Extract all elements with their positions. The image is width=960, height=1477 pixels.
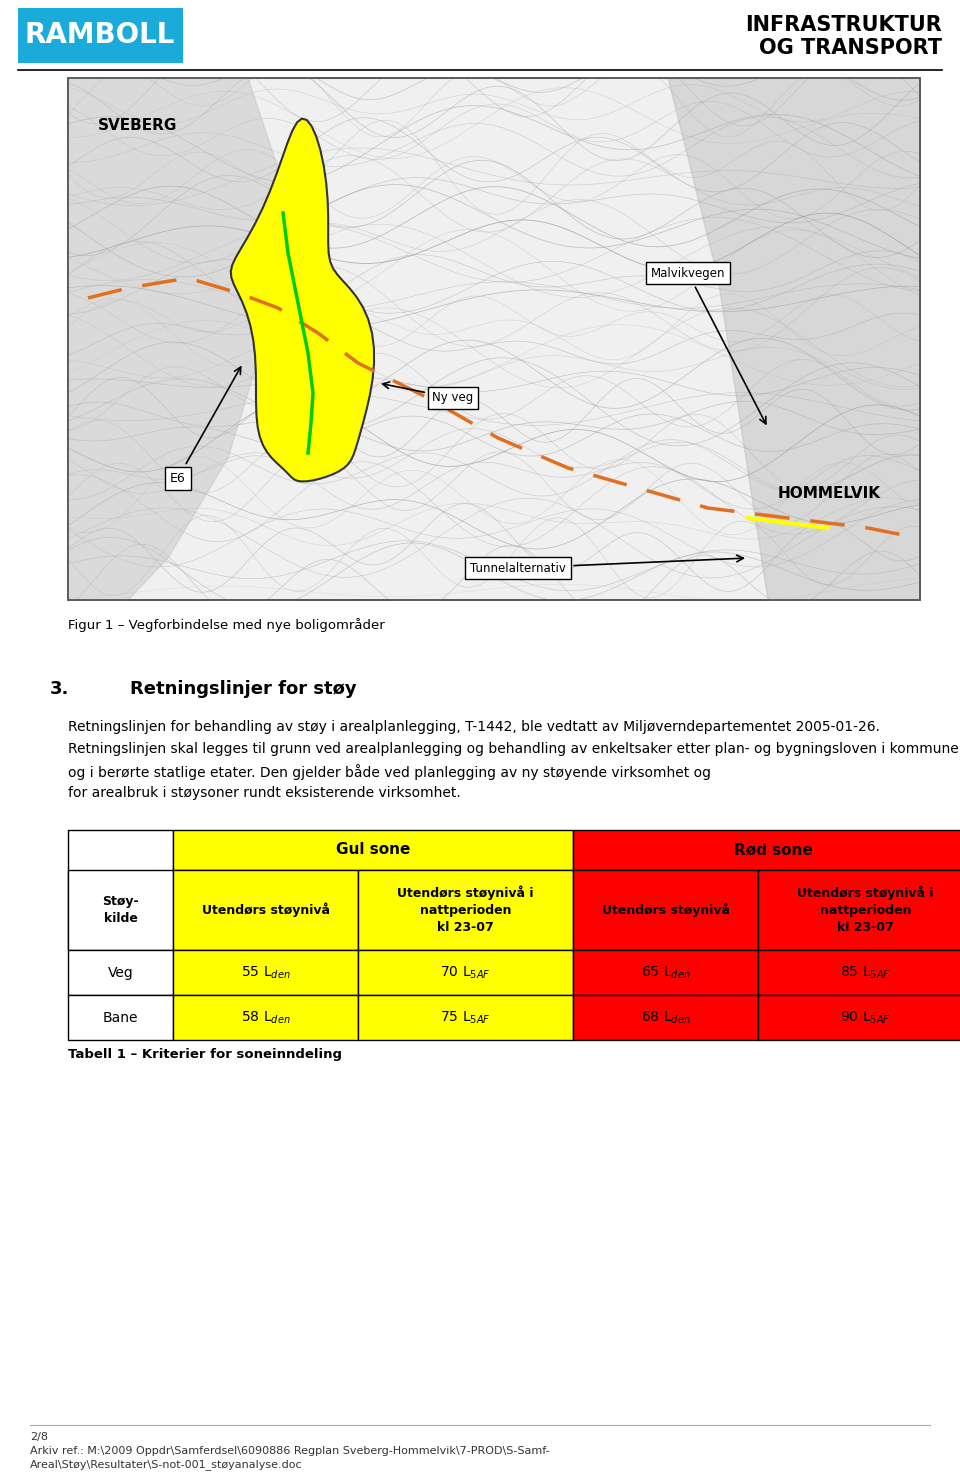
Bar xyxy=(18,7,183,64)
Text: 68 L$_{den}$: 68 L$_{den}$ xyxy=(640,1009,690,1025)
Text: 58 L$_{den}$: 58 L$_{den}$ xyxy=(241,1009,290,1025)
Text: Tunnelalternativ: Tunnelalternativ xyxy=(470,555,743,575)
Text: 65 L$_{den}$: 65 L$_{den}$ xyxy=(640,964,690,981)
Text: Retningslinjen for behandling av støy i arealplanlegging, T-1442, ble vedtatt av: Retningslinjen for behandling av støy i … xyxy=(68,719,880,734)
Bar xyxy=(358,870,573,950)
Bar xyxy=(573,830,960,870)
Text: Utendørs støynivå: Utendørs støynivå xyxy=(602,902,730,917)
Bar xyxy=(758,995,960,1040)
Bar xyxy=(573,950,758,995)
Bar xyxy=(68,78,920,600)
Bar xyxy=(173,950,358,995)
Bar xyxy=(758,950,960,995)
Bar xyxy=(358,950,573,995)
Text: og i berørte statlige etater. Den gjelder både ved planlegging av ny støyende vi: og i berørte statlige etater. Den gjelde… xyxy=(68,764,711,780)
Bar xyxy=(573,995,758,1040)
Text: for arealbruk i støysoner rundt eksisterende virksomhet.: for arealbruk i støysoner rundt eksister… xyxy=(68,786,461,801)
Text: 85 L$_{5AF}$: 85 L$_{5AF}$ xyxy=(840,964,891,981)
Text: 3.: 3. xyxy=(50,679,69,699)
Text: 55 L$_{den}$: 55 L$_{den}$ xyxy=(241,964,290,981)
Bar xyxy=(358,995,573,1040)
Text: Tabell 1 – Kriterier for soneinndeling: Tabell 1 – Kriterier for soneinndeling xyxy=(68,1049,342,1060)
Text: Veg: Veg xyxy=(108,966,133,979)
Bar xyxy=(173,870,358,950)
Text: 75 L$_{5AF}$: 75 L$_{5AF}$ xyxy=(441,1009,491,1025)
Bar xyxy=(173,995,358,1040)
Text: Retningslinjer for støy: Retningslinjer for støy xyxy=(130,679,356,699)
Bar xyxy=(573,870,758,950)
Text: Figur 1 – Vegforbindelse med nye boligområder: Figur 1 – Vegforbindelse med nye boligom… xyxy=(68,617,385,632)
Bar xyxy=(68,870,173,950)
Text: Utendørs støynivå: Utendørs støynivå xyxy=(202,902,329,917)
Bar xyxy=(68,78,920,600)
Text: Utendørs støynivå i
nattperioden
kl 23-07: Utendørs støynivå i nattperioden kl 23-0… xyxy=(397,886,534,935)
Bar xyxy=(173,830,573,870)
Text: Arkiv ref.: M:\2009 Oppdr\Samferdsel\6090886 Regplan Sveberg-Hommelvik\7-PROD\S-: Arkiv ref.: M:\2009 Oppdr\Samferdsel\609… xyxy=(30,1446,550,1456)
Text: 2/8: 2/8 xyxy=(30,1433,48,1442)
Bar xyxy=(68,830,173,950)
Text: Bane: Bane xyxy=(103,1010,138,1025)
Text: RAMBOLL: RAMBOLL xyxy=(25,21,175,49)
Text: Ny veg: Ny veg xyxy=(382,383,473,405)
Text: Retningslinjen skal legges til grunn ved arealplanlegging og behandling av enkel: Retningslinjen skal legges til grunn ved… xyxy=(68,741,960,756)
Polygon shape xyxy=(668,78,920,600)
Bar xyxy=(68,995,173,1040)
Polygon shape xyxy=(68,78,288,600)
Text: OG TRANSPORT: OG TRANSPORT xyxy=(759,38,942,58)
Text: Utendørs støynivå i
nattperioden
kl 23-07: Utendørs støynivå i nattperioden kl 23-0… xyxy=(797,886,934,935)
Text: INFRASTRUKTUR: INFRASTRUKTUR xyxy=(745,15,942,35)
Text: Malvikvegen: Malvikvegen xyxy=(651,266,766,424)
Bar xyxy=(68,950,173,995)
Polygon shape xyxy=(230,118,374,482)
Text: Gul sone: Gul sone xyxy=(336,842,410,858)
Text: SVEBERG: SVEBERG xyxy=(98,118,178,133)
Text: 70 L$_{5AF}$: 70 L$_{5AF}$ xyxy=(441,964,491,981)
Bar xyxy=(758,870,960,950)
Text: Rød sone: Rød sone xyxy=(733,842,812,858)
Text: E6: E6 xyxy=(170,368,241,484)
Text: HOMMELVIK: HOMMELVIK xyxy=(778,486,881,501)
Text: Støy-
kilde: Støy- kilde xyxy=(102,895,139,925)
Text: Areal\Støy\Resultater\S-not-001_støyanalyse.doc: Areal\Støy\Resultater\S-not-001_støyanal… xyxy=(30,1459,302,1470)
Text: 90 L$_{5AF}$: 90 L$_{5AF}$ xyxy=(840,1009,891,1025)
